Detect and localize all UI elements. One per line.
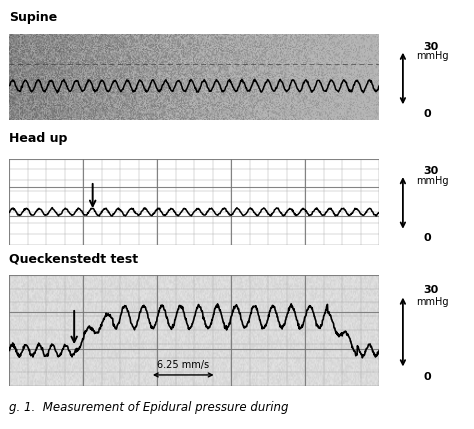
Text: 30: 30 (423, 42, 438, 52)
Text: 0: 0 (423, 233, 431, 243)
Text: 6.25 mm/s: 6.25 mm/s (157, 360, 210, 371)
Text: 30: 30 (423, 284, 438, 295)
Text: Head up: Head up (9, 132, 68, 145)
Text: 0: 0 (423, 372, 431, 382)
Text: 0: 0 (423, 109, 431, 119)
Text: mmHg: mmHg (416, 51, 448, 61)
Text: mmHg: mmHg (416, 297, 448, 307)
Text: Queckenstedt test: Queckenstedt test (9, 253, 138, 266)
Text: Supine: Supine (9, 11, 58, 24)
Text: g. 1.  Measurement of Epidural pressure during: g. 1. Measurement of Epidural pressure d… (9, 401, 289, 414)
Text: 30: 30 (423, 166, 438, 176)
Text: mmHg: mmHg (416, 176, 448, 186)
